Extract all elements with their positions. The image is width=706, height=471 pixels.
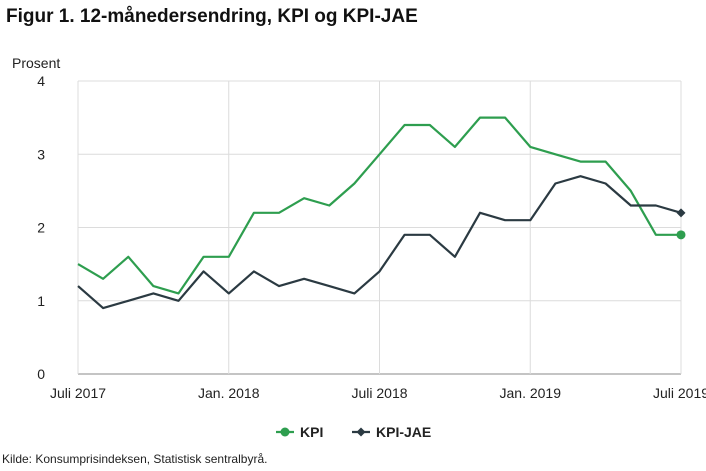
legend[interactable]: KPI KPI-JAE <box>276 424 431 440</box>
x-tick-labels: Juli 2017 Jan. 2018 Juli 2018 Jan. 2019 Juli… <box>50 385 706 401</box>
end-point-kpi <box>676 230 686 240</box>
x-tick-label: Juli 2018 <box>351 385 407 401</box>
y-tick-label: 1 <box>37 293 45 309</box>
legend-label: KPI <box>300 424 323 440</box>
y-tick-label: 4 <box>37 73 45 89</box>
legend-item-kpi[interactable]: KPI <box>276 424 323 440</box>
series-line-kpi <box>77 116 681 295</box>
chart-title: Figur 1. 12-månedersendring, KPI og KPI-… <box>6 6 418 27</box>
x-tick-label: Juli 2019 <box>653 385 706 401</box>
x-tick-label: Jan. 2019 <box>500 385 562 401</box>
legend-marker <box>356 427 366 437</box>
series-line-kpi-jae <box>77 175 682 310</box>
y-tick-labels: 0 1 2 3 4 <box>37 73 45 382</box>
x-tick-label: Jan. 2018 <box>198 385 260 401</box>
end-point-kpi-jae <box>676 208 686 218</box>
source-note: Kilde: Konsumprisindeksen, Statistisk se… <box>2 452 268 466</box>
series-lines <box>77 116 686 310</box>
x-tick-label: Juli 2017 <box>50 385 106 401</box>
y-tick-label: 3 <box>37 146 45 162</box>
gridlines <box>77 80 682 375</box>
y-tick-label: 0 <box>37 366 45 382</box>
y-tick-label: 2 <box>37 220 45 236</box>
legend-marker <box>280 427 290 437</box>
legend-item-kpi-jae[interactable]: KPI-JAE <box>352 424 431 440</box>
y-axis-title: Prosent <box>12 55 60 71</box>
legend-label: KPI-JAE <box>376 424 431 440</box>
